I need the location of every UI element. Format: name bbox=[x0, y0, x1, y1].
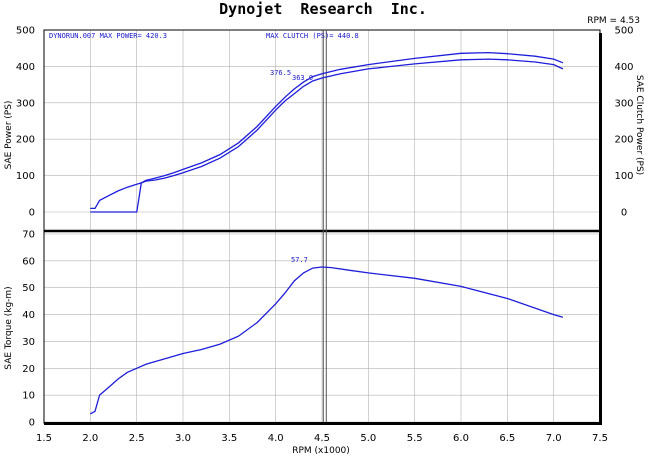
clutch-power-axis-label: SAE Clutch Power (PS) bbox=[634, 75, 644, 175]
rpm-cursor[interactable] bbox=[322, 30, 327, 422]
torque-tick-label: 0 bbox=[29, 418, 35, 429]
clutch-power-tick-label: 200 bbox=[614, 135, 633, 146]
clutch-power-tick-label: 400 bbox=[614, 62, 633, 73]
x-tick-label: 2.5 bbox=[129, 433, 145, 444]
torque-line bbox=[89, 266, 564, 415]
x-tick-label: 6.0 bbox=[453, 433, 469, 444]
right-scale-bar bbox=[599, 33, 602, 425]
power-lower-peak-label: 363.0 bbox=[292, 74, 313, 82]
rpm-axis-label: RPM (x1000) bbox=[292, 446, 350, 456]
power-tick-label: 200 bbox=[16, 135, 35, 146]
power-tick-label: 300 bbox=[16, 98, 35, 109]
clutch-power-tick-label: 500 bbox=[614, 26, 633, 37]
torque-tick-label: 70 bbox=[22, 230, 35, 241]
clutch-power-line bbox=[90, 51, 564, 210]
torque-tick-label: 60 bbox=[22, 256, 35, 267]
torque-peak-label: 57.7 bbox=[291, 256, 308, 264]
x-tick-label: 4.0 bbox=[268, 433, 284, 444]
chart-title: Dynojet Research Inc. bbox=[219, 0, 427, 18]
run-info-label: DYNORUN.007 MAX POWER= 420.3 bbox=[49, 32, 167, 40]
torque-tick-label: 50 bbox=[22, 283, 35, 294]
x-tick-label: 4.5 bbox=[314, 433, 330, 444]
power-line bbox=[90, 58, 564, 213]
power-upper-peak-label: 376.5 bbox=[270, 69, 291, 77]
power-tick-label: 0 bbox=[29, 208, 35, 219]
cursor-readout: RPM = 4.53 bbox=[587, 16, 640, 26]
x-tick-label: 3.5 bbox=[221, 433, 237, 444]
power-tick-label: 100 bbox=[16, 171, 35, 182]
curves bbox=[89, 51, 564, 415]
max-clutch-label: MAX CLUTCH (PS)= 440.8 bbox=[266, 32, 359, 40]
torque-grid bbox=[43, 231, 601, 423]
x-tick-label: 1.5 bbox=[36, 433, 52, 444]
power-axis-label: SAE Power (PS) bbox=[4, 101, 14, 170]
torque-tick-label: 20 bbox=[22, 364, 35, 375]
x-tick-label: 7.5 bbox=[592, 433, 608, 444]
x-tick-label: 2.0 bbox=[82, 433, 98, 444]
x-tick-label: 3.0 bbox=[175, 433, 191, 444]
x-tick-label: 7.0 bbox=[546, 433, 562, 444]
torque-tick-label: 30 bbox=[22, 337, 35, 348]
torque-tick-label: 40 bbox=[22, 310, 35, 321]
x-tick-label: 6.5 bbox=[499, 433, 515, 444]
clutch-power-tick-label: 100 bbox=[614, 171, 633, 182]
x-tick-label: 5.0 bbox=[360, 433, 376, 444]
clutch-power-tick-label: 300 bbox=[614, 98, 633, 109]
torque-tick-label: 10 bbox=[22, 391, 35, 402]
power-tick-label: 500 bbox=[16, 26, 35, 37]
bottom-scale-bar bbox=[44, 422, 602, 425]
clutch-power-tick-label: 0 bbox=[621, 208, 627, 219]
x-tick-label: 5.5 bbox=[407, 433, 423, 444]
power-tick-label: 400 bbox=[16, 62, 35, 73]
tick-labels: 1.5 2.0 2.5 3.0 3.5 4.0 4.5 5.0 5.5 6.0 6.5 7.0 7.5 0… bbox=[16, 26, 634, 445]
torque-axis-label: SAE Torque (kg-m) bbox=[4, 286, 14, 369]
